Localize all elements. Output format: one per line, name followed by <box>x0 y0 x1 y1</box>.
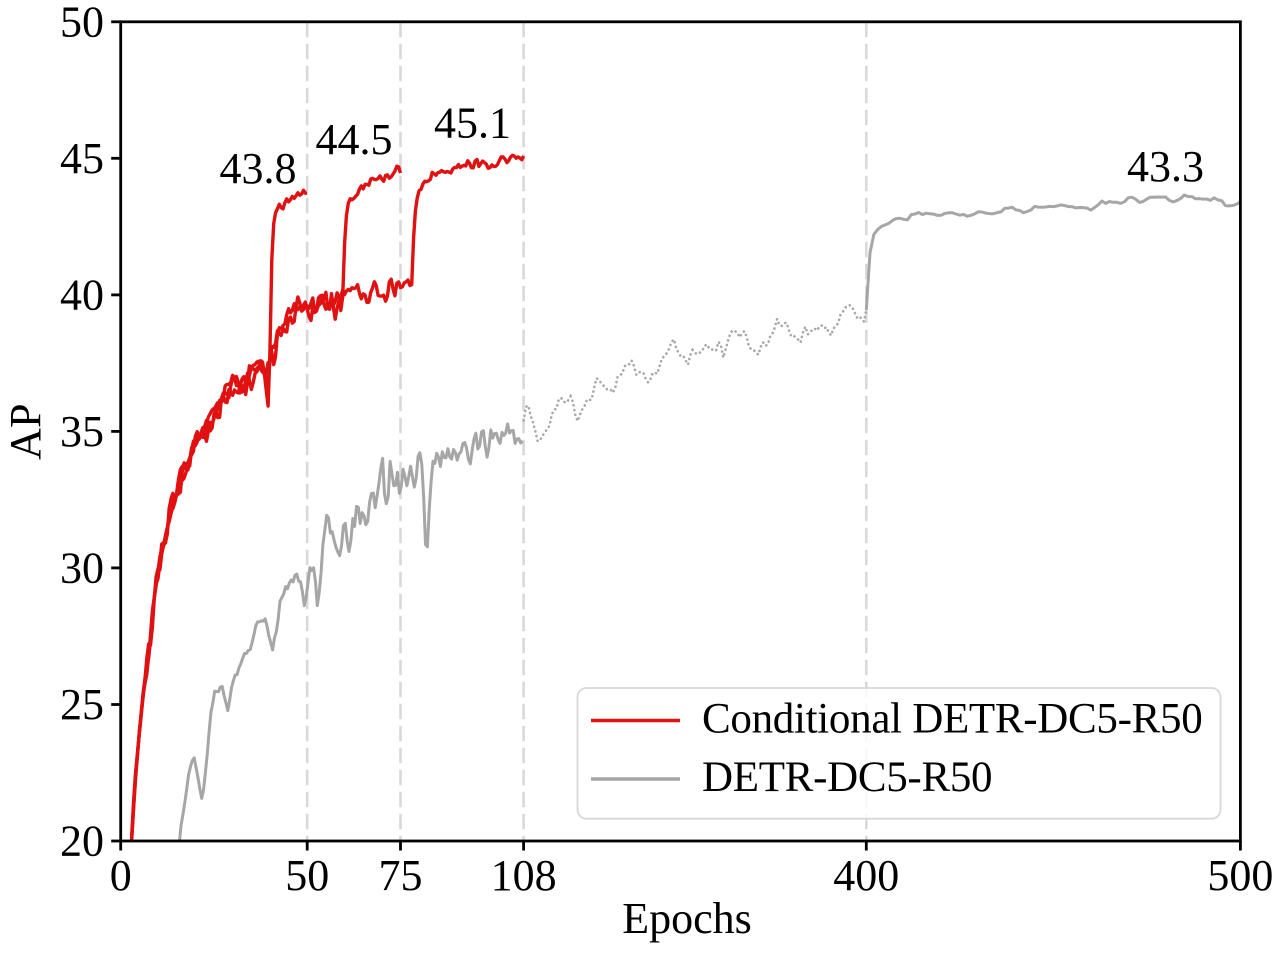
svg-text:25: 25 <box>60 680 104 729</box>
svg-text:50: 50 <box>285 851 329 900</box>
svg-text:44.5: 44.5 <box>316 115 393 164</box>
svg-text:AP: AP <box>1 404 50 460</box>
svg-text:Epochs: Epochs <box>622 894 752 943</box>
svg-text:400: 400 <box>833 851 899 900</box>
svg-text:0: 0 <box>110 851 132 900</box>
svg-text:108: 108 <box>491 851 557 900</box>
svg-text:50: 50 <box>60 0 104 46</box>
svg-text:43.8: 43.8 <box>220 144 297 193</box>
svg-text:40: 40 <box>60 270 104 319</box>
svg-text:500: 500 <box>1207 851 1273 900</box>
svg-text:45: 45 <box>60 134 104 183</box>
svg-text:35: 35 <box>60 407 104 456</box>
svg-text:43.3: 43.3 <box>1127 142 1204 191</box>
svg-text:30: 30 <box>60 543 104 592</box>
svg-text:20: 20 <box>60 817 104 866</box>
svg-text:Conditional DETR-DC5-R50: Conditional DETR-DC5-R50 <box>702 696 1202 743</box>
svg-text:75: 75 <box>379 851 423 900</box>
svg-text:45.1: 45.1 <box>434 99 511 148</box>
svg-text:DETR-DC5-R50: DETR-DC5-R50 <box>702 754 992 801</box>
